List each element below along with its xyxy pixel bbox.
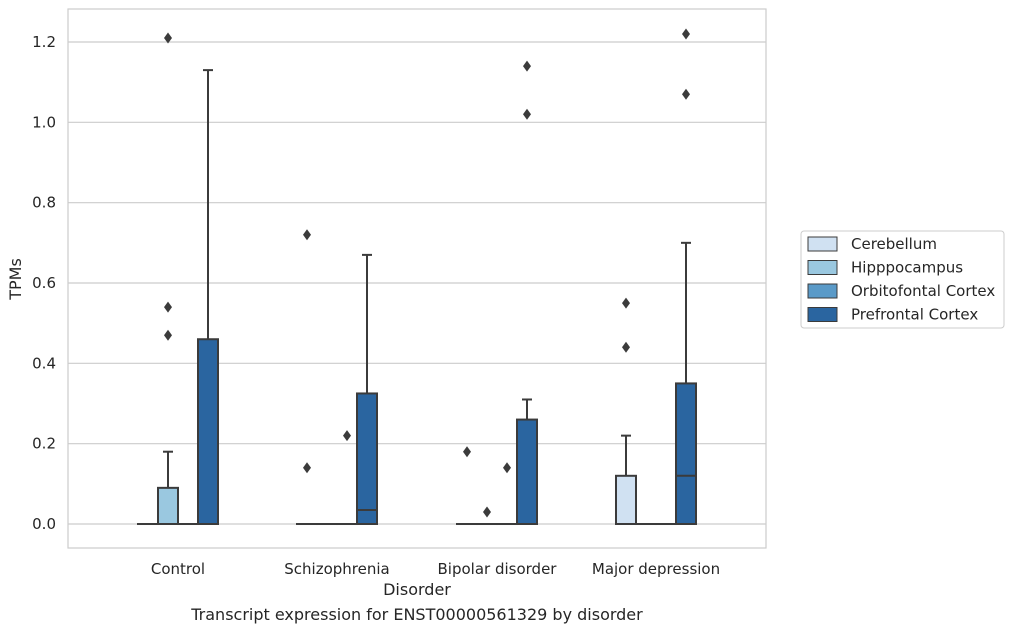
box-hipppocampus (476, 506, 498, 526)
box-orbitofontal-cortex (336, 430, 358, 526)
legend-swatch (807, 283, 838, 299)
box-prefrontal-cortex (356, 253, 378, 526)
outlier-point (164, 329, 172, 341)
x-axis-label: Disorder (383, 580, 451, 599)
outlier-point (523, 108, 531, 120)
x-tick-label: Major depression (592, 560, 720, 578)
box-prefrontal-cortex (516, 60, 538, 526)
outlier-point (682, 88, 690, 100)
outlier-point (622, 341, 630, 353)
y-tick-label: 0.8 (32, 194, 56, 212)
y-tick-label: 1.2 (32, 33, 56, 51)
y-tick-label: 0.0 (32, 515, 56, 533)
plot-area-frame (67, 8, 767, 549)
box-cerebellum (456, 446, 478, 526)
y-tick-label: 0.6 (32, 274, 56, 292)
y-axis-ticks: 0.0 0.2 0.4 0.6 0.8 1.0 1.2 (32, 33, 56, 533)
chart-caption: Transcript expression for ENST0000056132… (191, 605, 643, 624)
legend-swatch (807, 307, 838, 322)
box-body (157, 486, 179, 526)
outlier-point (682, 28, 690, 40)
box-prefrontal-cortex (197, 69, 219, 525)
outlier-point (503, 462, 511, 474)
box-cerebellum (615, 297, 637, 525)
box-prefrontal-cortex (675, 28, 697, 525)
legend-label: Prefrontal Cortex (851, 306, 978, 324)
y-tick-label: 1.0 (32, 113, 56, 131)
x-tick-label: Bipolar disorder (438, 560, 558, 578)
outlier-point (303, 462, 311, 474)
outlier-point (622, 297, 630, 309)
outlier-point (343, 430, 351, 442)
legend-label: Hipppocampus (851, 259, 963, 277)
x-tick-label: Control (151, 560, 205, 578)
box-body (197, 338, 219, 525)
box-hipppocampus (157, 32, 179, 526)
outlier-point (164, 32, 172, 44)
gridlines (68, 41, 766, 525)
outlier-point (463, 446, 471, 458)
outlier-point (303, 229, 311, 241)
box-cerebellum (296, 229, 318, 526)
legend: Cerebellum Hipppocampus Orbitofontal Corte… (800, 230, 1005, 329)
box-body (675, 382, 697, 525)
legend-swatch (807, 260, 838, 275)
y-tick-label: 0.4 (32, 354, 56, 372)
legend-label: Orbitofontal Cortex (851, 282, 995, 300)
y-tick-label: 0.2 (32, 435, 56, 453)
box-body (516, 418, 538, 526)
x-tick-label: Schizophrenia (284, 560, 389, 578)
outlier-point (164, 301, 172, 313)
box-orbitofontal-cortex (496, 462, 518, 526)
y-axis-label: TPMs (6, 258, 25, 301)
legend-swatch (807, 236, 838, 252)
legend-frame (800, 230, 1005, 329)
box-body (615, 474, 637, 525)
x-axis-ticks: Control Schizophrenia Bipolar disorder Majo… (151, 560, 720, 578)
legend-label: Cerebellum (851, 235, 937, 253)
box-series (137, 28, 697, 526)
box-body (356, 392, 378, 526)
outlier-point (483, 506, 491, 518)
outlier-point (523, 60, 531, 72)
